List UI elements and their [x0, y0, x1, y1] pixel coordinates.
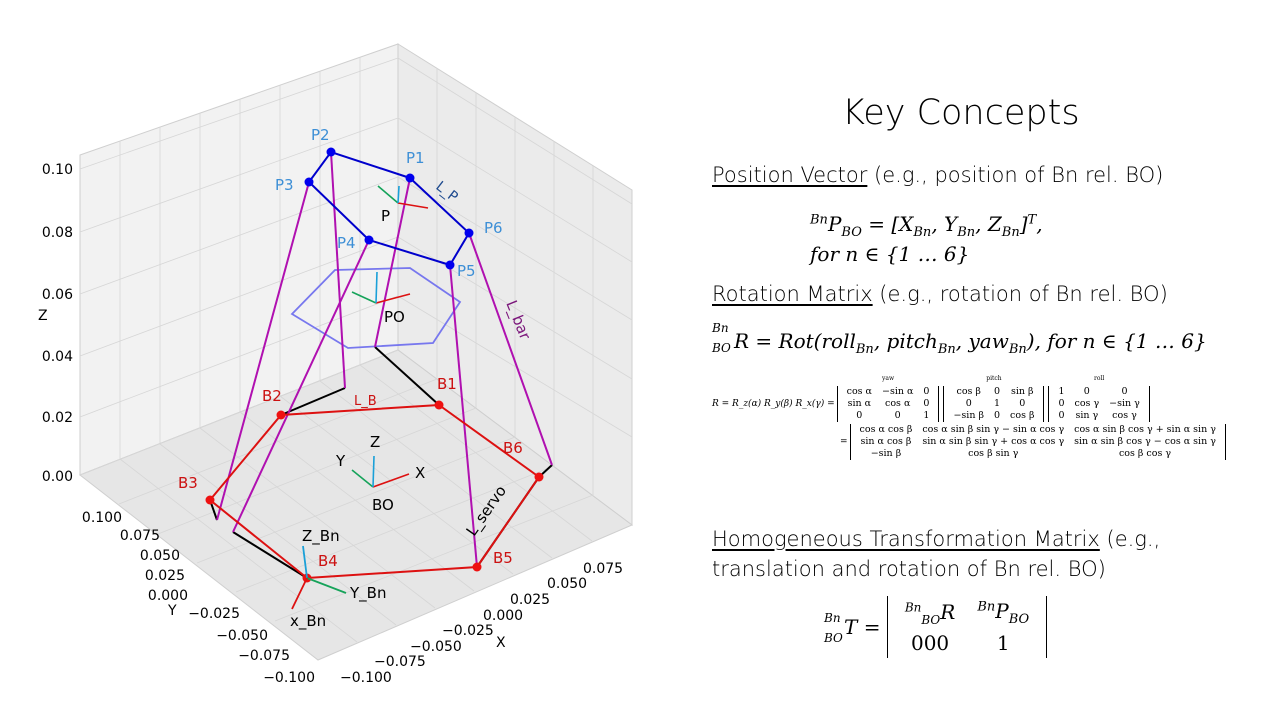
label-p3: P3 [275, 176, 294, 194]
x-tick: −0.050 [410, 639, 462, 655]
point-p2 [326, 147, 336, 157]
y-tick: −0.050 [216, 628, 268, 644]
x-axis-label: X [496, 635, 506, 651]
label-p1: P1 [406, 149, 425, 167]
z-axis-ticks: 0.10 0.08 0.06 0.04 0.02 0.00 [42, 162, 73, 485]
label-y-bn: Y_Bn [349, 584, 386, 603]
homogeneous-section: Homogeneous Transformation Matrix (e.g., [712, 527, 1160, 551]
z-axis-label: Z [38, 308, 48, 324]
base-labels: B1 B2 B3 B4 B5 B6 [178, 375, 523, 570]
label-frame-x: X [415, 464, 425, 482]
rotation-matrix-note: (e.g., rotation of Bn rel. BO) [872, 282, 1168, 306]
frame-po [351, 271, 411, 304]
z-tick: 0.00 [42, 469, 73, 485]
y-tick: 0.025 [145, 568, 185, 584]
position-vector-section: Position Vector (e.g., position of Bn re… [712, 163, 1163, 187]
point-p5 [445, 260, 455, 270]
y-tick: −0.025 [188, 606, 240, 622]
point-p4 [364, 235, 374, 245]
grid-lines [79, 57, 633, 643]
label-p6: P6 [484, 219, 503, 237]
frame-bn [291, 545, 347, 610]
point-b1 [434, 400, 444, 410]
label-b3: B3 [178, 474, 198, 492]
x-tick: 0.025 [510, 592, 550, 608]
label-bo: BO [372, 496, 394, 514]
rotation-matrix-heading: Rotation Matrix [712, 282, 873, 306]
position-vector-range: for n ∈ {1 … 6} [810, 242, 970, 266]
y-tick: −0.075 [238, 648, 290, 664]
label-po: PO [384, 308, 405, 326]
point-p6 [464, 228, 474, 238]
y-tick: 0.075 [120, 528, 160, 544]
key-concepts-panel: Key Concepts Position Vector (e.g., posi… [712, 0, 1272, 720]
y-axis-ticks: 0.100 0.075 0.050 0.025 0.000 −0.025 −0.… [82, 510, 315, 686]
x-tick: −0.100 [340, 670, 392, 686]
stewart-platform-3d-plot: 0.10 0.08 0.06 0.04 0.02 0.00 Z 0.100 0.… [38, 43, 633, 686]
label-b4: B4 [318, 552, 338, 570]
label-l-b: L_B [354, 394, 377, 409]
point-b3 [205, 495, 215, 505]
connecting-bars [216, 151, 553, 568]
platform-origin-hexagon [290, 267, 462, 349]
label-p5: P5 [457, 262, 476, 280]
point-p3 [304, 177, 314, 187]
homogeneous-equation: Bn BO T = BnBOR BnPBO 000 1 [824, 596, 1048, 658]
frame-p [377, 185, 429, 209]
rotation-matrix-equation: Bn BO R = Rot(rollBn, pitchBn, yawBn), for… [712, 321, 1207, 357]
y-tick: 0.100 [82, 510, 122, 526]
y-tick: −0.100 [263, 670, 315, 686]
concepts-title: Key Concepts [842, 93, 1080, 133]
point-b2 [276, 410, 286, 420]
label-b2: B2 [262, 387, 282, 405]
x-axis-ticks: 0.075 0.050 0.025 0.000 −0.025 −0.050 −0… [340, 561, 623, 686]
homogeneous-heading: Homogeneous Transformation Matrix [712, 527, 1100, 551]
rotation-decomposition: R = R_z(α) R_y(β) R_x(γ) = yaw cos α −sin… [712, 375, 1252, 460]
label-p: P [381, 207, 390, 225]
label-p2: P2 [311, 126, 330, 144]
label-x-bn: x_Bn [290, 612, 326, 631]
label-frame-y: Y [335, 452, 346, 470]
label-p4: P4 [337, 234, 356, 252]
position-vector-heading: Position Vector [712, 163, 868, 187]
point-p1 [405, 173, 415, 183]
frame-bo [351, 455, 410, 488]
rotation-matrix-section: Rotation Matrix (e.g., rotation of Bn re… [712, 282, 1168, 306]
homogeneous-note: (e.g., [1099, 527, 1161, 551]
x-tick: 0.000 [483, 608, 523, 624]
label-z-bn: Z_Bn [302, 527, 340, 546]
x-tick: −0.075 [374, 654, 426, 670]
z-tick: 0.04 [42, 349, 73, 365]
x-tick: −0.025 [442, 623, 494, 639]
homogeneous-note-line2: translation and rotation of Bn rel. BO) [712, 557, 1106, 581]
platform-labels: P1 P2 P3 P4 P5 P6 [275, 126, 503, 280]
platform-points [304, 147, 474, 270]
position-vector-note: (e.g., position of Bn rel. BO) [867, 163, 1164, 187]
y-tick: 0.050 [140, 548, 180, 564]
point-b6 [534, 472, 544, 482]
y-tick: 0.000 [148, 588, 188, 604]
label-b5: B5 [493, 549, 513, 567]
z-tick: 0.08 [42, 225, 73, 241]
z-tick: 0.10 [42, 162, 73, 178]
label-b6: B6 [503, 439, 523, 457]
x-tick: 0.050 [547, 576, 587, 592]
label-frame-z: Z [370, 433, 380, 451]
x-tick: 0.075 [583, 561, 623, 577]
position-vector-equation: BnPBO = [XBn, YBn, ZBn]T, [810, 212, 1043, 240]
z-tick: 0.06 [42, 287, 73, 303]
z-tick: 0.02 [42, 410, 73, 426]
point-b5 [472, 562, 482, 572]
y-axis-label: Y [167, 603, 177, 619]
label-b1: B1 [437, 375, 457, 393]
